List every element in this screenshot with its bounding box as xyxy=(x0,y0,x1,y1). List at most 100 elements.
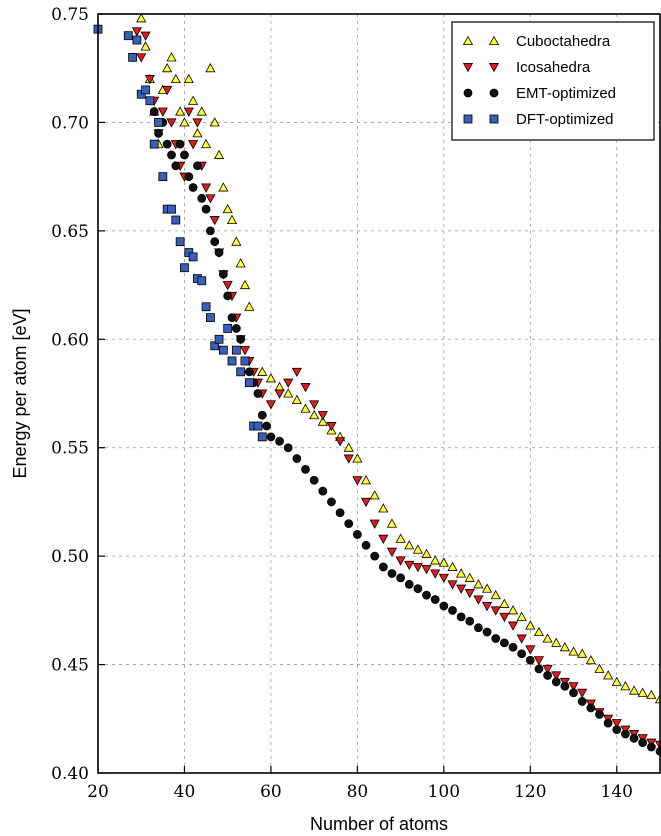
data-point xyxy=(378,534,389,545)
data-point xyxy=(628,685,640,695)
data-point xyxy=(235,258,246,268)
data-point xyxy=(275,436,284,446)
data-point xyxy=(447,580,458,590)
data-point xyxy=(490,589,501,600)
data-point xyxy=(180,263,189,273)
data-point xyxy=(175,106,186,116)
data-point xyxy=(317,416,328,426)
data-point xyxy=(447,561,458,571)
data-point xyxy=(218,182,229,192)
data-point xyxy=(222,203,233,214)
data-point xyxy=(171,215,181,225)
data-point xyxy=(404,540,415,550)
data-point xyxy=(292,454,302,463)
series-emt-optimized xyxy=(149,107,661,756)
data-point xyxy=(369,490,380,500)
legend-marker xyxy=(488,35,500,45)
data-point xyxy=(421,565,432,575)
data-series xyxy=(93,13,661,756)
data-point xyxy=(542,664,553,675)
x-tick-label: 140 xyxy=(601,782,633,802)
data-point xyxy=(560,681,570,691)
legend-label: EMT-optimized xyxy=(516,85,616,102)
data-point xyxy=(309,475,319,485)
data-point xyxy=(595,710,604,719)
data-point xyxy=(222,281,233,291)
data-point xyxy=(499,612,510,623)
data-point xyxy=(171,161,181,171)
data-point xyxy=(149,107,159,116)
data-point xyxy=(525,645,536,655)
data-point xyxy=(360,475,372,485)
data-point xyxy=(456,568,467,578)
data-point xyxy=(586,703,596,713)
data-point xyxy=(205,62,216,73)
legend-marker xyxy=(463,114,473,124)
data-point xyxy=(378,503,389,513)
data-point xyxy=(456,584,467,594)
legend-marker xyxy=(462,63,474,73)
data-point xyxy=(257,410,267,420)
y-axis-ticks: 0.40 0.45 0.50 0.55 0.60 0.65 0.70 0.75 xyxy=(51,5,105,784)
series-dft-optimized xyxy=(93,24,267,442)
data-point xyxy=(231,236,242,246)
data-point xyxy=(193,161,202,171)
data-point xyxy=(209,117,220,127)
data-point xyxy=(188,252,198,262)
data-point xyxy=(422,590,431,600)
legend-label: Cuboctahedra xyxy=(516,33,611,50)
data-point xyxy=(551,637,562,647)
data-point xyxy=(430,555,441,565)
data-point xyxy=(188,140,199,150)
data-point xyxy=(352,530,362,539)
data-point xyxy=(140,41,151,51)
data-point xyxy=(236,334,246,344)
data-point xyxy=(551,677,561,687)
y-tick-label: 0.50 xyxy=(51,547,89,567)
data-point xyxy=(192,128,203,138)
data-point xyxy=(265,373,276,383)
data-point xyxy=(162,62,173,73)
data-point xyxy=(257,366,268,376)
data-point xyxy=(175,139,185,149)
data-point xyxy=(162,139,172,149)
data-point xyxy=(226,214,238,225)
data-point xyxy=(525,620,536,630)
data-point xyxy=(577,688,588,698)
data-point xyxy=(317,411,328,421)
data-point xyxy=(543,671,552,680)
data-point xyxy=(318,486,328,496)
data-point xyxy=(482,602,493,612)
data-point xyxy=(141,85,150,95)
data-point xyxy=(395,556,406,566)
data-point xyxy=(205,194,216,204)
data-point xyxy=(188,95,199,105)
data-point xyxy=(154,128,163,138)
data-point xyxy=(603,718,613,728)
data-point xyxy=(214,334,224,344)
data-point xyxy=(542,633,553,643)
data-point xyxy=(464,572,475,582)
x-tick-label: 40 xyxy=(174,782,196,802)
data-point xyxy=(430,569,441,579)
data-point xyxy=(123,31,133,41)
data-point xyxy=(166,118,177,128)
data-point xyxy=(482,627,492,637)
data-point xyxy=(637,687,648,697)
data-point xyxy=(533,626,545,637)
data-point xyxy=(158,172,168,182)
data-point xyxy=(257,432,267,442)
data-point xyxy=(594,663,605,673)
data-point xyxy=(274,389,285,399)
data-point xyxy=(343,454,354,464)
data-point xyxy=(352,476,363,486)
data-point xyxy=(239,279,251,290)
data-point xyxy=(231,324,241,333)
data-point xyxy=(253,389,263,398)
data-point xyxy=(157,107,168,117)
data-point xyxy=(184,172,194,182)
data-point xyxy=(197,193,207,203)
data-point xyxy=(136,13,147,23)
data-point xyxy=(227,356,237,366)
